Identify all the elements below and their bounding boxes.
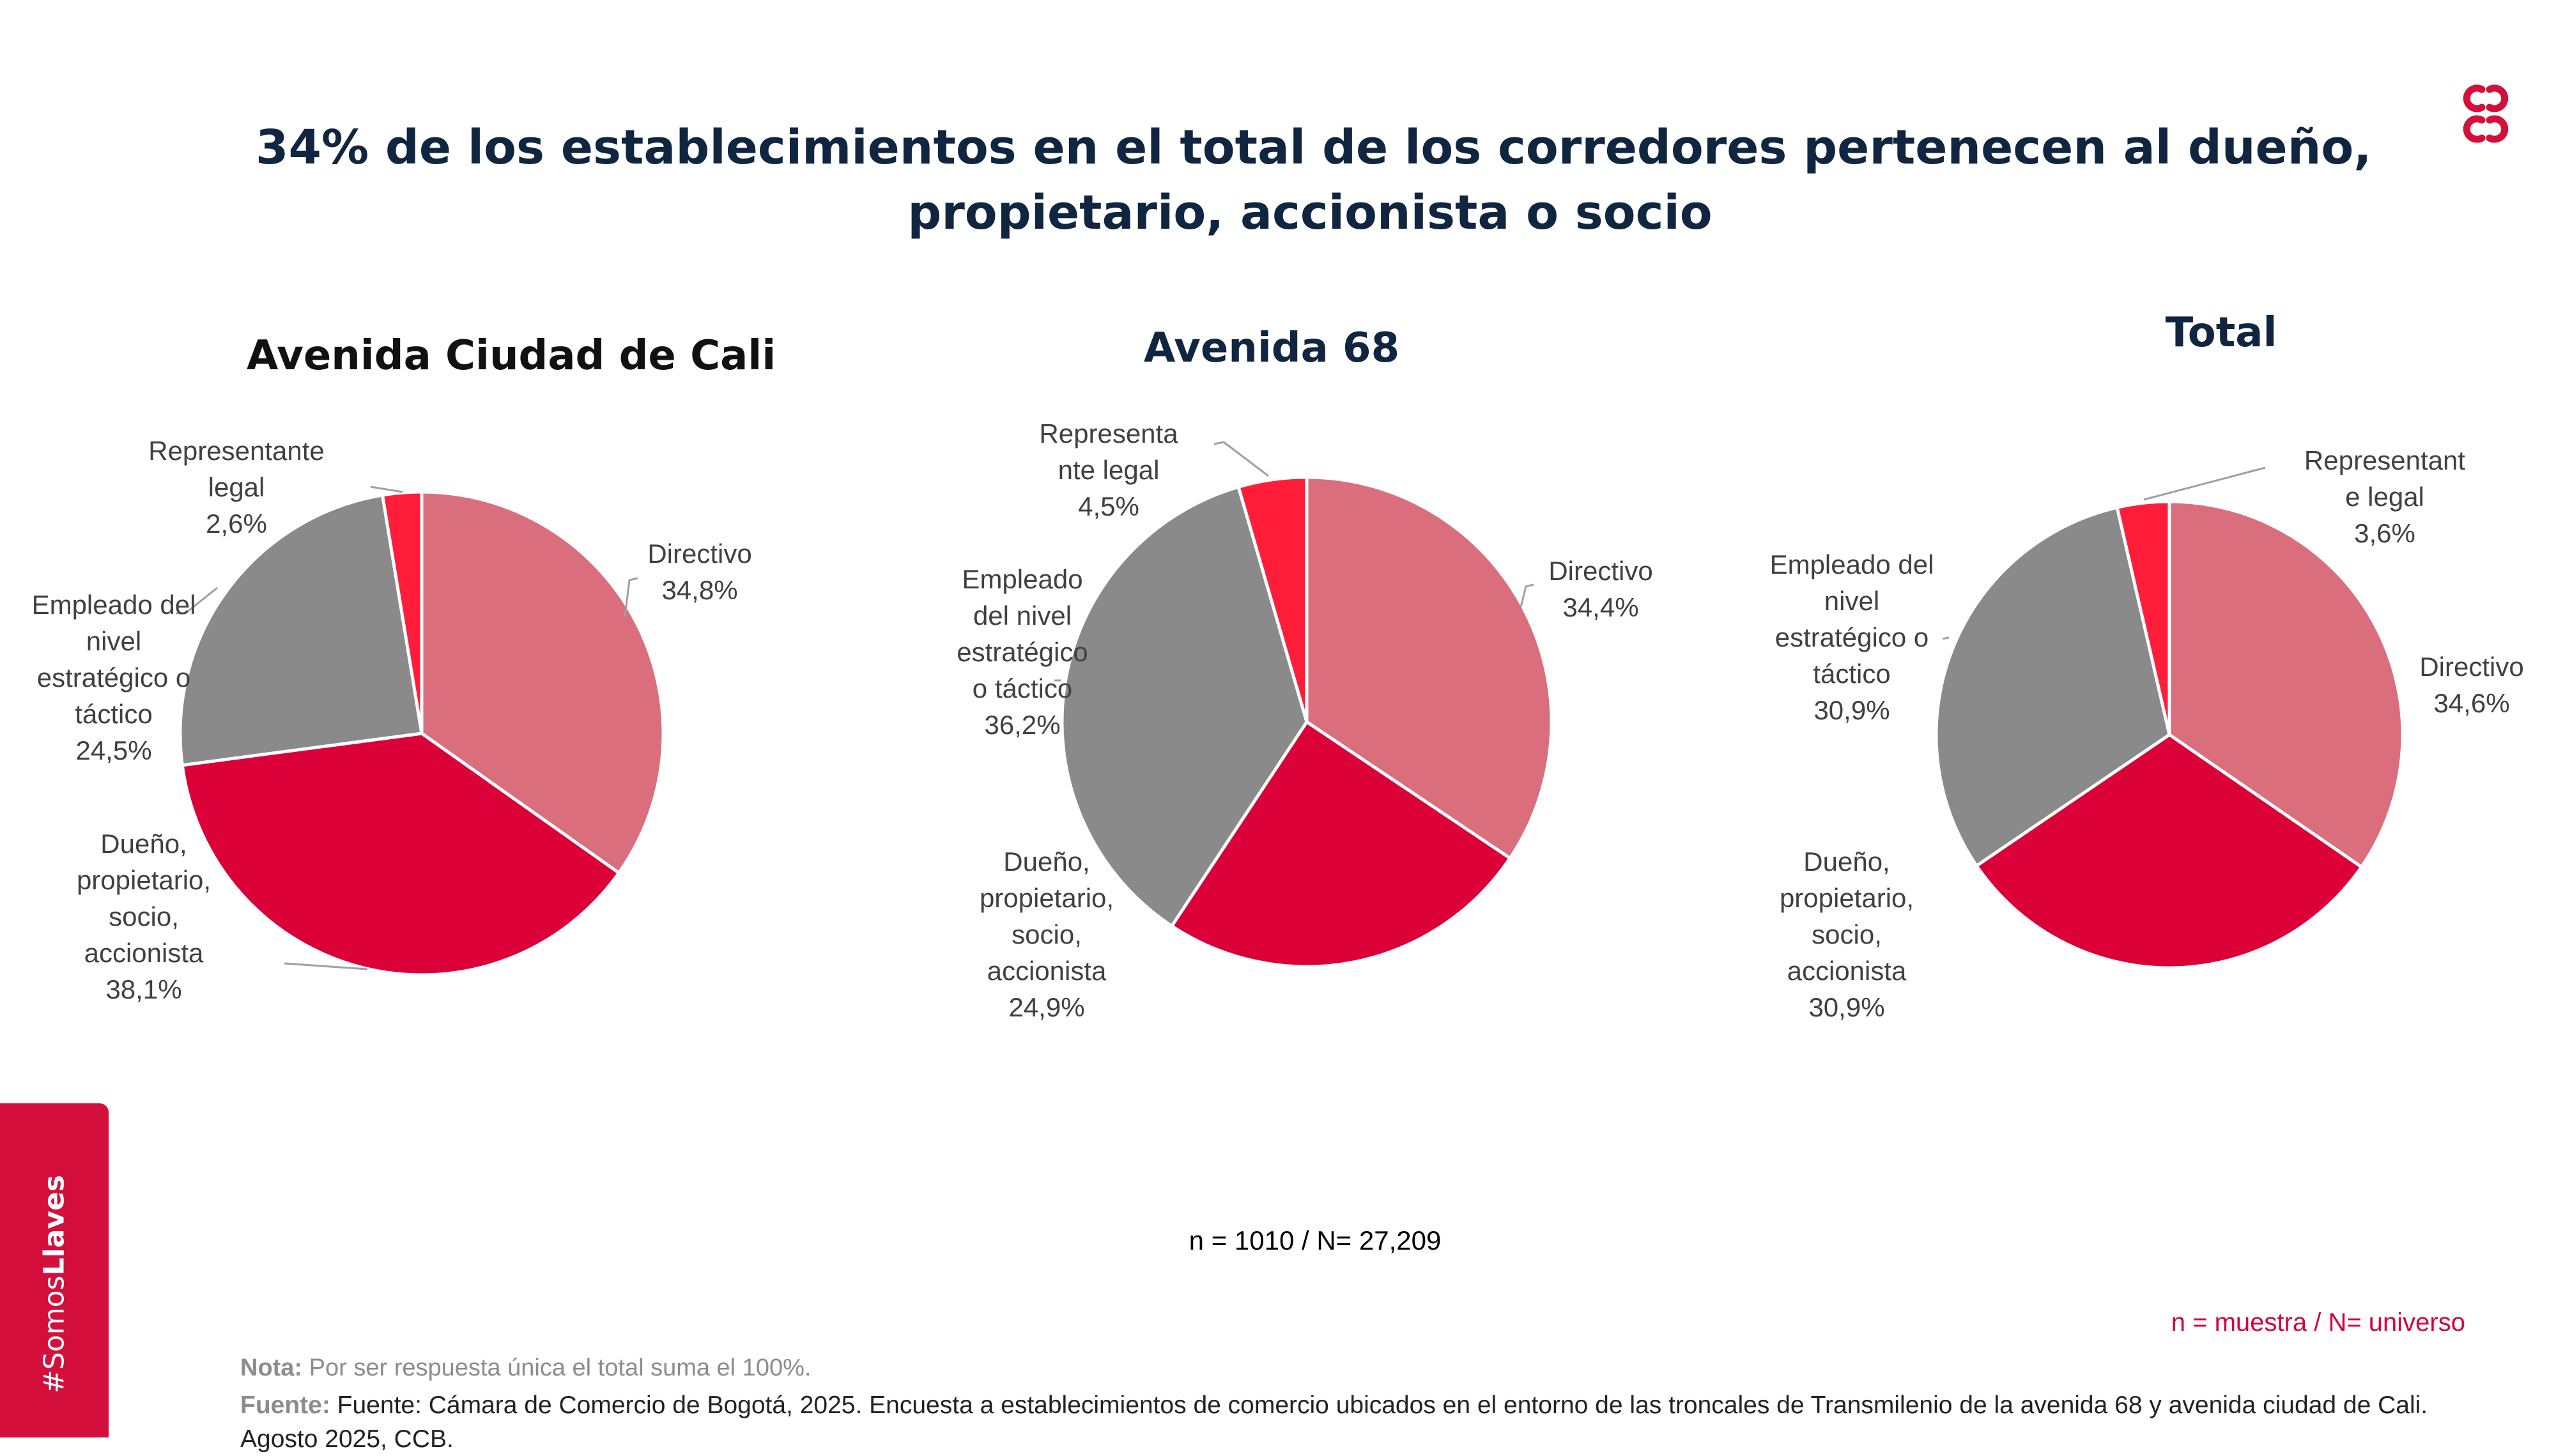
fuente-line: Fuente: Fuente: Cámara de Comercio de Bo… — [240, 1388, 2483, 1456]
label-line: o táctico — [972, 673, 1073, 703]
label-line: Empleado del — [31, 590, 196, 620]
fuente-text: Fuente: Cámara de Comercio de Bogotá, 20… — [240, 1391, 2428, 1453]
leader-line-av68-representante — [1213, 441, 1269, 477]
page-title: 34% de los establecimientos en el total … — [256, 115, 2372, 245]
data-label-cali-dueno: Dueño, propietario, socio, accionista 38,1% — [77, 825, 211, 1008]
label-line: socio, — [109, 901, 179, 931]
leader-line-total-representante — [2143, 466, 2266, 501]
label-line: Directivo — [1548, 556, 1653, 586]
somos-llaves-tab — [0, 1103, 109, 1437]
pie-slice-av68-dueno — [1169, 719, 1513, 969]
data-label-total-directivo: Directivo 34,6% — [2419, 648, 2523, 721]
leader-line-total-empleado — [1942, 636, 1950, 640]
data-label-total-empleado: Empleado del nivel estratégico o táctico 30,… — [1770, 546, 1934, 728]
nota-label: Nota: — [240, 1354, 303, 1381]
label-line: socio, — [1812, 919, 1882, 949]
label-line: estratégico o — [36, 663, 191, 693]
label-line: 36,2% — [984, 710, 1061, 740]
leader-line-cali-directivo — [624, 577, 638, 617]
leader-line-av68-directivo — [1520, 583, 1534, 608]
label-line: Directivo — [647, 539, 752, 569]
label-line: nte legal — [1058, 455, 1160, 485]
pie-slice-total-directivo — [2167, 500, 2405, 870]
ccb-logo-icon — [2463, 84, 2509, 143]
label-line: 3,6% — [2354, 518, 2415, 548]
label-line: táctico — [75, 699, 153, 729]
label-line: accionista — [84, 938, 204, 968]
label-line: Representant — [2304, 445, 2466, 475]
label-line: Empleado del — [1769, 549, 1934, 579]
label-line: Directivo — [2419, 652, 2524, 682]
hashtag-bold: Llaves — [38, 1175, 71, 1276]
sample-legend-note: n = muestra / N= universo — [2171, 1308, 2465, 1337]
label-line: estratégico o — [1775, 622, 1929, 652]
pie-slice-total-dueno — [1974, 732, 2364, 970]
page-title-line-2: propietario, accionista o socio — [907, 185, 1713, 240]
chart-title-68: Avenida 68 — [1143, 325, 1400, 372]
pie-slice-av68-representante — [1236, 475, 1309, 723]
chart-title-total: Total — [2165, 309, 2277, 356]
label-line: 30,9% — [1813, 695, 1890, 725]
label-line: 4,5% — [1078, 491, 1139, 521]
somos-llaves-hashtag: #SomosLlaves — [38, 1175, 71, 1393]
label-line: socio, — [1012, 919, 1082, 949]
data-label-total-dueno: Dueño, propietario, socio, accionista 30,9% — [1780, 843, 1914, 1025]
label-line: Dueño, — [1803, 847, 1890, 877]
pie-slice-cali-dueno — [180, 732, 622, 977]
label-line: legal — [208, 472, 265, 502]
pie-slice-total-representante — [2115, 500, 2171, 735]
label-line: nivel — [1824, 586, 1880, 616]
label-line: 34,6% — [2433, 688, 2510, 718]
label-line: accionista — [1787, 956, 1907, 986]
label-line: nivel — [86, 626, 142, 656]
pie-slice-av68-empleado — [1060, 485, 1309, 928]
label-line: del nivel — [973, 601, 1072, 631]
label-line: táctico — [1813, 659, 1891, 689]
label-line: 34,8% — [661, 575, 738, 605]
hashtag-prefix: #Somos — [38, 1275, 71, 1393]
data-label-total-representante: Representant e legal 3,6% — [2304, 442, 2465, 551]
label-line: estratégico — [957, 637, 1088, 667]
label-line: 2,6% — [206, 509, 267, 539]
label-line: 34,4% — [1562, 592, 1639, 622]
pie-slice-av68-directivo — [1305, 475, 1553, 861]
label-line: Representante — [148, 436, 325, 466]
pie-slice-cali-empleado — [178, 493, 424, 767]
data-label-av68-directivo: Directivo 34,4% — [1548, 553, 1652, 625]
label-line: Representa — [1039, 418, 1178, 448]
label-line: e legal — [2345, 482, 2424, 512]
label-line: 24,5% — [75, 735, 152, 765]
label-line: Dueño, — [100, 829, 187, 859]
page-title-line-1: 34% de los establecimientos en el total … — [256, 120, 2372, 175]
label-line: propietario, — [979, 883, 1114, 913]
data-label-av68-dueno: Dueño, propietario, socio, accionista 24,9% — [980, 843, 1114, 1025]
label-line: 30,9% — [1808, 992, 1885, 1022]
data-label-av68-empleado: Empleado del nivel estratégico o táctico 36,… — [957, 561, 1088, 743]
pie-slice-cali-directivo — [420, 490, 665, 875]
nota-line: Nota: Por ser respuesta única el total s… — [240, 1354, 811, 1382]
chart-title-cali: Avenida Ciudad de Cali — [246, 332, 776, 379]
label-line: Dueño, — [1003, 847, 1090, 877]
data-label-cali-empleado: Empleado del nivel estratégico o táctico 24,… — [32, 586, 196, 769]
label-line: propietario, — [1779, 883, 1914, 913]
label-line: accionista — [987, 956, 1107, 986]
label-line: 38,1% — [105, 974, 182, 1004]
fuente-label: Fuente: — [240, 1391, 330, 1419]
leader-line-cali-representante — [370, 486, 403, 493]
sample-note: n = 1010 / N= 27,209 — [1189, 1225, 1442, 1255]
label-line: Empleado — [962, 564, 1083, 594]
data-label-cali-directivo: Directivo 34,8% — [647, 535, 751, 608]
nota-text: Por ser respuesta única el total suma el… — [309, 1354, 812, 1381]
label-line: propietario, — [76, 865, 212, 895]
data-label-av68-representante: Representa nte legal 4,5% — [1039, 415, 1178, 525]
pie-slice-total-empleado — [1934, 505, 2171, 868]
leader-line-cali-empleado — [176, 586, 218, 615]
leader-line-cali-dueno — [284, 962, 368, 970]
label-line: 24,9% — [1008, 992, 1085, 1022]
data-label-cali-representante: Representante legal 2,6% — [148, 433, 325, 542]
